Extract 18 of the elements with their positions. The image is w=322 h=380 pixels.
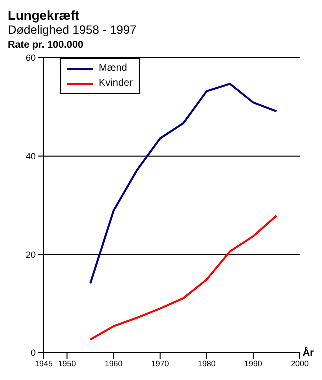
chart-title: Lungekræft	[8, 8, 80, 23]
x-tick-label: 1970	[151, 360, 170, 369]
x-tick-label: 2000	[291, 360, 310, 369]
x-tick-label: 1960	[104, 360, 124, 369]
y-tick-label: 20	[26, 250, 36, 260]
x-tick-label: 1990	[244, 360, 263, 369]
x-tick-label: 1980	[198, 360, 216, 369]
x-tick-label: 1945	[35, 360, 54, 369]
y-tick-label: 40	[26, 152, 36, 162]
y-axis-title: Rate pr. 100.000	[8, 39, 85, 52]
y-tick-label: 0	[30, 348, 36, 358]
legend-label: Kvinder	[99, 78, 133, 89]
y-tick-label: 60	[26, 53, 36, 64]
x-tick-label: 1950	[58, 360, 77, 369]
line-series	[90, 214, 278, 341]
legend-label: Mænd	[99, 63, 128, 74]
chart-subtitle: Dødelighed 1958 - 1997	[8, 23, 138, 37]
x-axis-title: År	[302, 348, 314, 359]
